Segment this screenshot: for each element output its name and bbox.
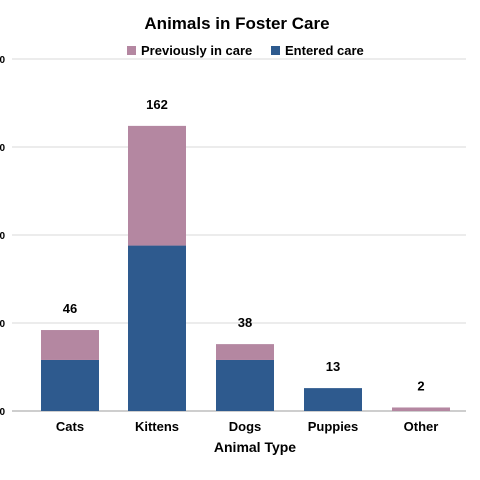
data-label-other: 2	[417, 378, 424, 393]
y-tick-label: 0	[0, 407, 5, 418]
legend-swatch-entered-care	[271, 46, 280, 55]
x-tick-puppies: Puppies	[308, 419, 359, 434]
legend-label-entered-care: Entered care	[285, 43, 364, 58]
legend-swatch-previously-in-care	[127, 46, 136, 55]
x-axis-ticks: Cats Kittens Dogs Puppies Other	[56, 419, 438, 434]
chart-title: Animals in Foster Care	[144, 14, 329, 33]
data-label-dogs: 38	[238, 315, 252, 330]
bar-previously-in-care-dogs	[216, 344, 274, 360]
data-labels: 46 162 38 13 2	[63, 97, 425, 394]
x-axis-label: Animal Type	[214, 439, 296, 455]
bar-previously-in-care-other	[392, 407, 450, 411]
data-label-kittens: 162	[146, 97, 168, 112]
x-tick-dogs: Dogs	[229, 419, 262, 434]
data-label-cats: 46	[63, 301, 77, 316]
bar-entered-care-puppies	[304, 388, 362, 411]
data-label-puppies: 13	[326, 359, 340, 374]
bar-previously-in-care-cats	[41, 330, 99, 360]
bar-entered-care-kittens	[128, 245, 186, 411]
bar-entered-care-dogs	[216, 359, 274, 411]
x-tick-kittens: Kittens	[135, 419, 179, 434]
x-tick-other: Other	[404, 419, 439, 434]
x-tick-cats: Cats	[56, 419, 84, 434]
y-tick-label: 0	[0, 231, 5, 242]
bars	[41, 125, 450, 411]
bar-previously-in-care-kittens	[128, 125, 186, 246]
gridlines	[12, 58, 466, 412]
legend: Previously in care Entered care	[127, 43, 364, 58]
legend-label-previously-in-care: Previously in care	[141, 43, 252, 58]
y-tick-label: 0	[0, 319, 5, 330]
y-tick-label: 0	[0, 143, 5, 154]
y-tick-label: 0	[0, 55, 5, 66]
y-axis-ticks: 0 0 0 0 0	[0, 55, 5, 418]
bar-entered-care-cats	[41, 359, 99, 411]
